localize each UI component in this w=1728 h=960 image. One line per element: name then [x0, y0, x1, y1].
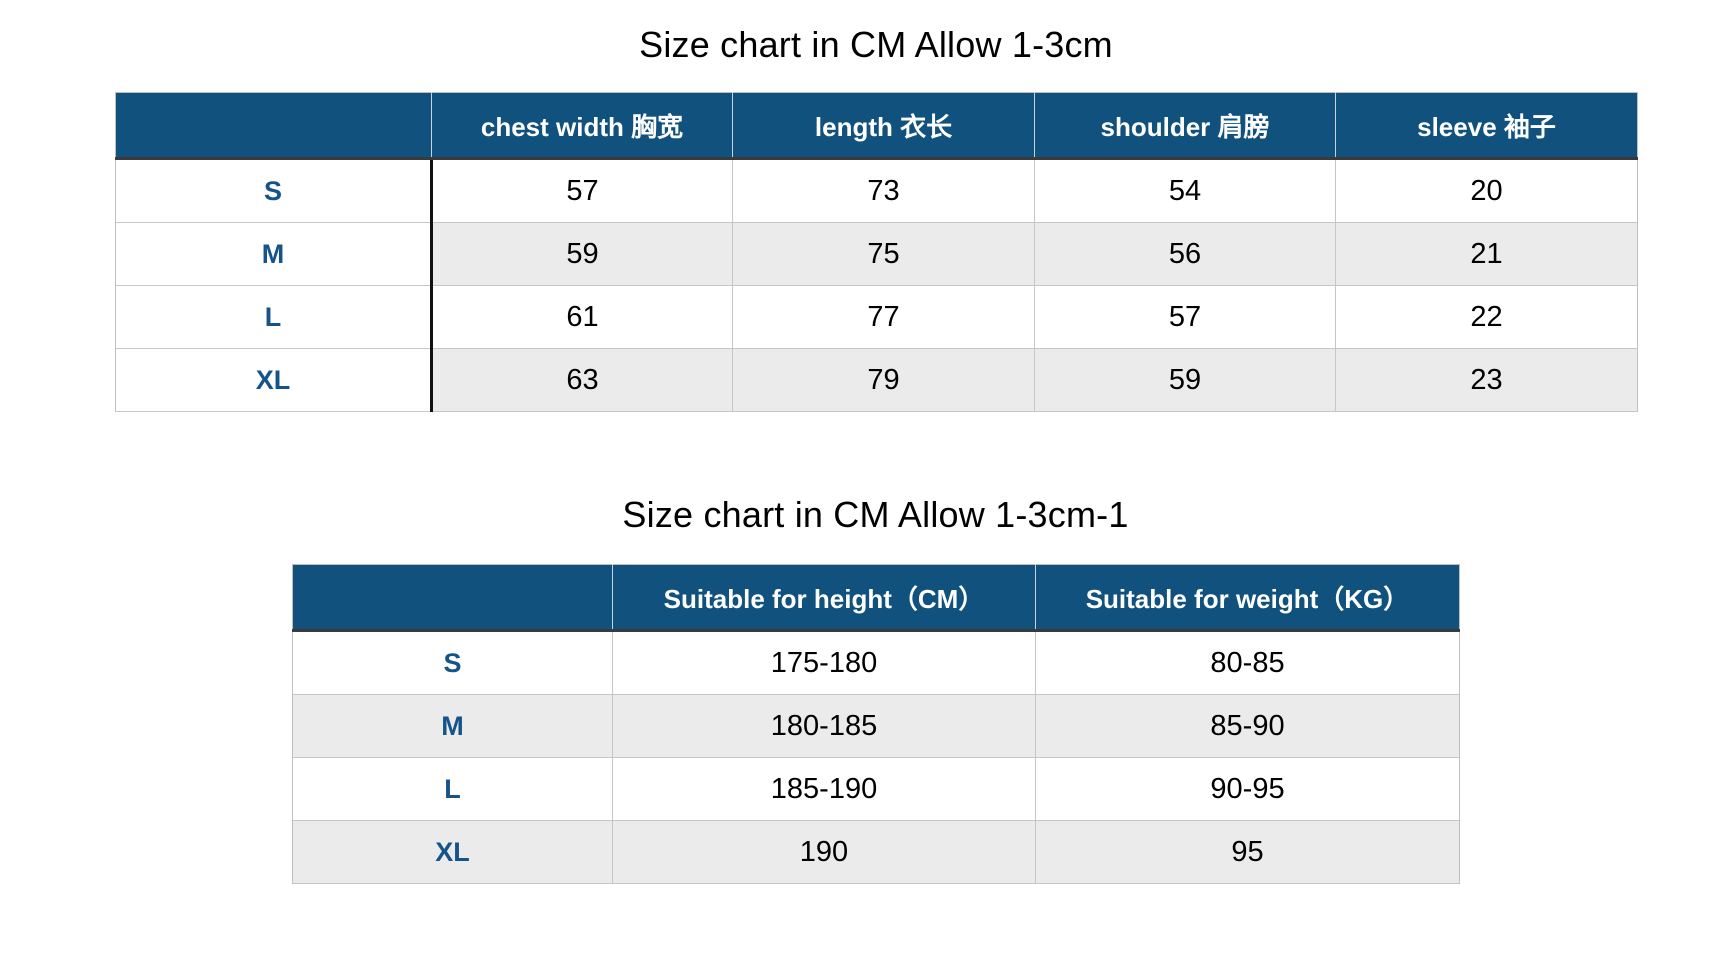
- cell-l-chest: 61: [431, 285, 733, 349]
- cell-m-sleeve: 21: [1335, 222, 1638, 286]
- table1-header-length: length 衣长: [732, 92, 1035, 160]
- cell-l-sleeve: 22: [1335, 285, 1638, 349]
- size-label-l: L: [115, 285, 433, 349]
- cell-xl-length: 79: [732, 348, 1035, 412]
- table-row-l: L 185-190 90-95: [292, 757, 1460, 821]
- cell-xl-shoulder: 59: [1034, 348, 1336, 412]
- table-row-m: M 180-185 85-90: [292, 694, 1460, 758]
- cell-l-height: 185-190: [612, 757, 1036, 821]
- table-row-l: L 61 77 57 22: [115, 285, 1638, 349]
- cell-s-chest: 57: [431, 158, 733, 223]
- table2-header-row: Suitable for height（CM） Suitable for wei…: [292, 564, 1460, 632]
- table-row-xl: XL 190 95: [292, 820, 1460, 884]
- table1-title: Size chart in CM Allow 1-3cm: [639, 24, 1113, 65]
- cell-xl-weight: 95: [1035, 820, 1460, 884]
- size-label-m: M: [115, 222, 433, 286]
- table2-header-weight: Suitable for weight（KG）: [1035, 564, 1460, 632]
- table1-header-sleeve: sleeve 袖子: [1335, 92, 1638, 160]
- table-row-m: M 59 75 56 21: [115, 222, 1638, 286]
- size-chart-1-section: Size chart in CM Allow 1-3cm chest width…: [115, 24, 1638, 412]
- size-label-xl: XL: [115, 348, 433, 412]
- cell-m-weight: 85-90: [1035, 694, 1460, 758]
- table-row-xl: XL 63 79 59 23: [115, 348, 1638, 412]
- table2-header-empty: [292, 564, 613, 632]
- table1-header-row: chest width 胸宽 length 衣长 shoulder 肩膀 sle…: [115, 92, 1638, 160]
- table1-header-shoulder: shoulder 肩膀: [1034, 92, 1336, 160]
- size-table-2: Suitable for height（CM） Suitable for wei…: [292, 564, 1460, 884]
- table2-title: Size chart in CM Allow 1-3cm-1: [622, 494, 1129, 535]
- cell-m-length: 75: [732, 222, 1035, 286]
- cell-s-height: 175-180: [612, 630, 1036, 695]
- size-label-m: M: [292, 694, 613, 758]
- cell-l-weight: 90-95: [1035, 757, 1460, 821]
- table-row-s: S 57 73 54 20: [115, 158, 1638, 223]
- cell-xl-height: 190: [612, 820, 1036, 884]
- size-label-xl: XL: [292, 820, 613, 884]
- cell-xl-chest: 63: [431, 348, 733, 412]
- size-table-1: chest width 胸宽 length 衣长 shoulder 肩膀 sle…: [115, 92, 1638, 412]
- table1-header-empty: [115, 92, 432, 160]
- cell-l-length: 77: [732, 285, 1035, 349]
- size-label-l: L: [292, 757, 613, 821]
- cell-m-shoulder: 56: [1034, 222, 1336, 286]
- table2-header-height: Suitable for height（CM）: [612, 564, 1036, 632]
- cell-xl-sleeve: 23: [1335, 348, 1638, 412]
- table1-header-chest-width: chest width 胸宽: [431, 92, 733, 160]
- cell-s-shoulder: 54: [1034, 158, 1336, 223]
- size-chart-2-section: Size chart in CM Allow 1-3cm-1 Suitable …: [292, 494, 1460, 884]
- cell-m-chest: 59: [431, 222, 733, 286]
- size-label-s: S: [292, 630, 613, 695]
- cell-m-height: 180-185: [612, 694, 1036, 758]
- cell-l-shoulder: 57: [1034, 285, 1336, 349]
- cell-s-length: 73: [732, 158, 1035, 223]
- size-label-s: S: [115, 158, 433, 223]
- cell-s-sleeve: 20: [1335, 158, 1638, 223]
- table-row-s: S 175-180 80-85: [292, 630, 1460, 695]
- cell-s-weight: 80-85: [1035, 630, 1460, 695]
